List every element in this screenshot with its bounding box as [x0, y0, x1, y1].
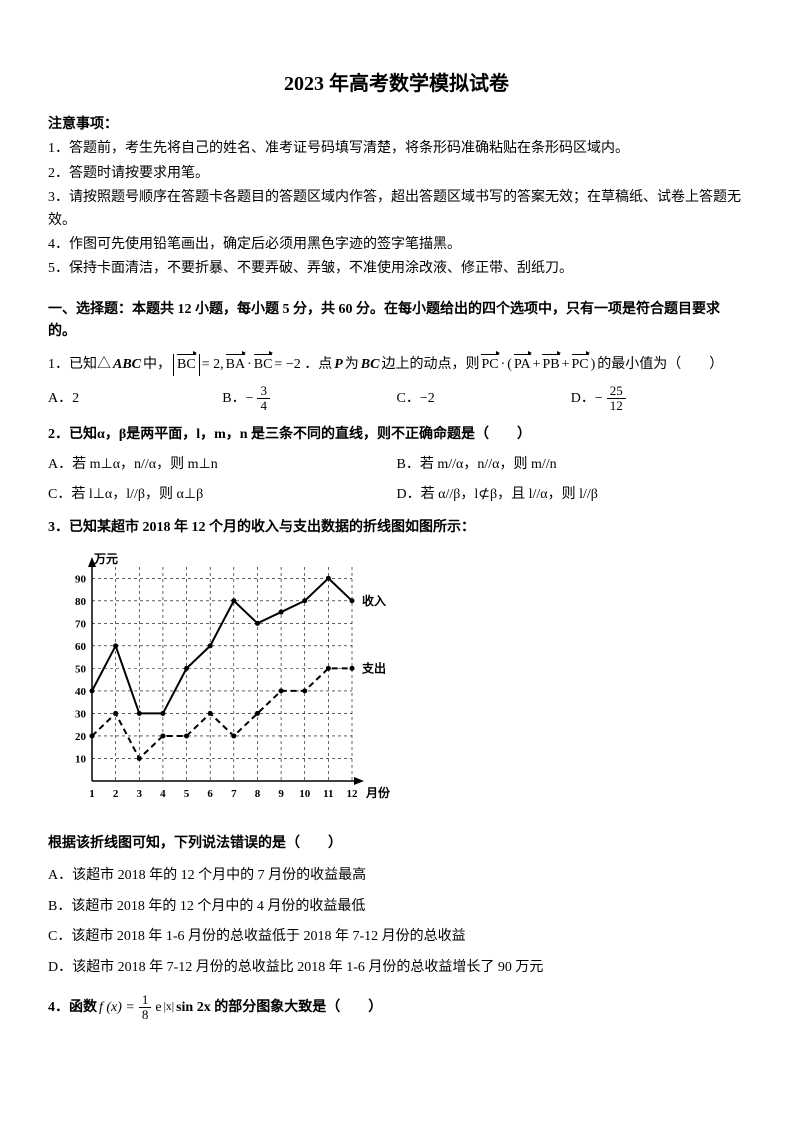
q4-fx: f (x) = [99, 997, 135, 1019]
svg-text:月份: 月份 [365, 785, 391, 800]
q1-p: P [334, 354, 343, 376]
vec-bc: BC [177, 354, 196, 376]
q1-text: = 2, [202, 354, 224, 376]
q4-sup: |x| [164, 998, 175, 1017]
q3-option-a: A．该超市 2018 年的 12 个月中的 7 月份的收益最高 [48, 865, 745, 887]
svg-text:5: 5 [184, 788, 190, 800]
q2-stem: 2．已知α，β是两平面，l，m，n 是三条不同的直线，则不正确命题是（ ） [48, 424, 745, 446]
notice-item: 5．保持卡面清洁，不要折暴、不要弄破、弄皱，不准使用涂改液、修正带、刮纸刀。 [48, 258, 745, 280]
svg-text:70: 70 [75, 618, 87, 630]
vec-ba: BA [226, 354, 245, 376]
svg-text:90: 90 [75, 573, 87, 585]
svg-text:60: 60 [75, 641, 87, 653]
frac-num: 1 [139, 993, 152, 1008]
svg-text:8: 8 [255, 788, 261, 800]
frac-den: 8 [139, 1008, 152, 1022]
q1-text: 为 [345, 354, 359, 376]
svg-text:40: 40 [75, 686, 87, 698]
q1-text: 1．已知△ [48, 354, 111, 376]
vec-pc: PC [481, 354, 498, 376]
q1-bc2: BC [361, 354, 380, 376]
q3-option-c: C．该超市 2018 年 1-6 月份的总收益低于 2018 年 7-12 月份… [48, 926, 745, 948]
q1-text: 边上的动点，则 [381, 354, 479, 376]
svg-text:9: 9 [278, 788, 284, 800]
q1-text: + [562, 354, 570, 376]
q1-abc: ABC [113, 354, 141, 376]
q2-option-a: A．若 m⊥α，n//α，则 m⊥n [48, 454, 397, 476]
svg-text:50: 50 [75, 663, 87, 675]
svg-text:万元: 万元 [93, 552, 118, 566]
section-1-heading: 一、选择题：本题共 12 小题，每小题 5 分，共 60 分。在每小题给出的四个… [48, 299, 745, 344]
q3-options: A．该超市 2018 年的 12 个月中的 7 月份的收益最高 B．该超市 20… [48, 865, 745, 979]
q3-option-d: D．该超市 2018 年 7-12 月份的总收益比 2018 年 1-6 月份的… [48, 957, 745, 979]
notice-block: 注意事项： 1．答题前，考生先将自己的姓名、准考证号码填写清楚，将条形码准确粘贴… [48, 114, 745, 281]
question-2: 2．已知α，β是两平面，l，m，n 是三条不同的直线，则不正确命题是（ ） A．… [48, 424, 745, 507]
question-3: 3．已知某超市 2018 年 12 个月的收入与支出数据的折线图如图所示： [48, 517, 745, 539]
frac-num: 25 [607, 384, 626, 399]
frac-den: 12 [607, 399, 626, 413]
page-title: 2023 年高考数学模拟试卷 [48, 68, 745, 100]
svg-text:2: 2 [113, 788, 119, 800]
q2-option-b: B．若 m//α，n//α，则 m//n [397, 454, 746, 476]
svg-text:20: 20 [75, 731, 87, 743]
income-expense-chart: 102030405060708090123456789101112万元月份收入支… [48, 549, 745, 809]
svg-text:10: 10 [299, 788, 311, 800]
notice-item: 3．请按照题号顺序在答题卡各题目的答题区域内作答，超出答题区域书写的答案无效；在… [48, 187, 745, 232]
notice-label: 注意事项： [48, 114, 745, 136]
svg-text:12: 12 [347, 788, 359, 800]
notice-item: 2．答题时请按要求用笔。 [48, 163, 745, 185]
vec-pa: PA [514, 354, 531, 376]
svg-text:1: 1 [89, 788, 95, 800]
svg-text:10: 10 [75, 754, 87, 766]
q2-option-c: C．若 l⊥α，l//β，则 α⊥β [48, 484, 397, 506]
q3-followup: 根据该折线图可知，下列说法错误的是（ ） [48, 833, 745, 855]
notice-item: 1．答题前，考生先将自己的姓名、准考证号码填写清楚，将条形码准确粘贴在条形码区域… [48, 138, 745, 160]
svg-text:6: 6 [207, 788, 213, 800]
svg-text:80: 80 [75, 596, 87, 608]
q1-text: = −2 ．点 [274, 354, 332, 376]
q1-text: 中， [143, 354, 171, 376]
notice-item: 4．作图可先使用铅笔画出，确定后必须用黑色字迹的签字笔描黑。 [48, 234, 745, 256]
q4-pre: 4．函数 [48, 997, 97, 1019]
q4-post: sin 2x 的部分图象大致是（ ） [176, 997, 382, 1019]
q1-text: · [501, 354, 506, 376]
q1-option-c: C．−2 [397, 384, 571, 414]
frac-den: 4 [257, 399, 270, 413]
vec-bc: BC [254, 354, 273, 376]
q3-stem: 3．已知某超市 2018 年 12 个月的收入与支出数据的折线图如图所示： [48, 517, 745, 539]
q4-mid: e [155, 997, 161, 1019]
q1-optB-pre: B．− [222, 388, 253, 410]
svg-text:收入: 收入 [362, 593, 386, 608]
svg-text:3: 3 [137, 788, 143, 800]
svg-text:11: 11 [323, 788, 333, 800]
question-1: 1．已知△ ABC 中， BC = 2, BA · BC = −2 ．点 P 为… [48, 354, 745, 414]
q1-optD-pre: D．− [571, 388, 603, 410]
svg-text:4: 4 [160, 788, 166, 800]
q1-option-b: B．− 34 [222, 384, 396, 414]
q1-text: + [533, 354, 541, 376]
q1-option-a: A．2 [48, 384, 222, 414]
svg-text:支出: 支出 [361, 660, 386, 675]
question-4: 4．函数 f (x) = 18 e|x| sin 2x 的部分图象大致是（ ） [48, 993, 745, 1023]
q2-option-d: D．若 α//β，l⊄β，且 l//α，则 l//β [397, 484, 746, 506]
vec-pc: PC [572, 354, 589, 376]
frac-num: 3 [257, 384, 270, 399]
vec-pb: PB [542, 354, 559, 376]
q3-option-b: B．该超市 2018 年的 12 个月中的 4 月份的收益最低 [48, 896, 745, 918]
svg-text:30: 30 [75, 708, 87, 720]
q1-option-d: D．− 2512 [571, 384, 745, 414]
svg-text:7: 7 [231, 788, 237, 800]
q1-text: 的最小值为（ ） [597, 354, 723, 376]
chart-svg: 102030405060708090123456789101112万元月份收入支… [48, 549, 408, 809]
q1-text: · [247, 354, 252, 376]
